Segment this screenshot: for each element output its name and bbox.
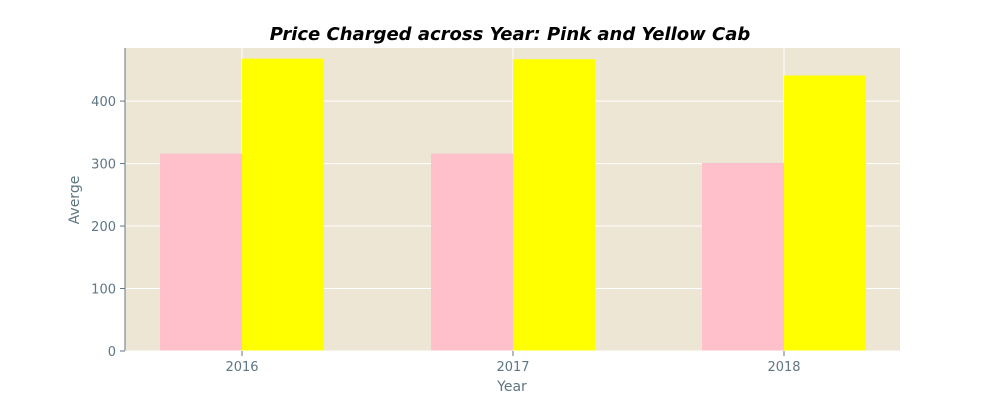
bar-2016-series-2 [242,58,324,352]
bar-2017-series-2 [513,59,595,351]
axes [120,48,900,356]
bar-2018-series-2 [784,75,866,352]
x-tick-label: 2017 [496,360,529,375]
y-axis-label: Averge [67,176,83,225]
y-tick-label: 300 [91,158,116,173]
tick-labels: 0 100 200 300 400 2016 2017 2018 [91,95,800,375]
bar-2016-series-1 [160,153,242,351]
bars [160,58,866,352]
y-tick-label: 200 [91,220,116,235]
x-tick-label: 2018 [767,360,800,375]
x-axis-label: Year [496,379,527,395]
bar-2018-series-1 [702,162,784,351]
y-tick-label: 100 [91,283,116,298]
y-tick-label: 400 [91,95,116,110]
chart-title: Price Charged across Year: Pink and Yell… [270,24,751,45]
x-tick-label: 2016 [225,360,258,375]
bar-2017-series-1 [431,153,513,351]
y-tick-label: 0 [108,345,116,360]
